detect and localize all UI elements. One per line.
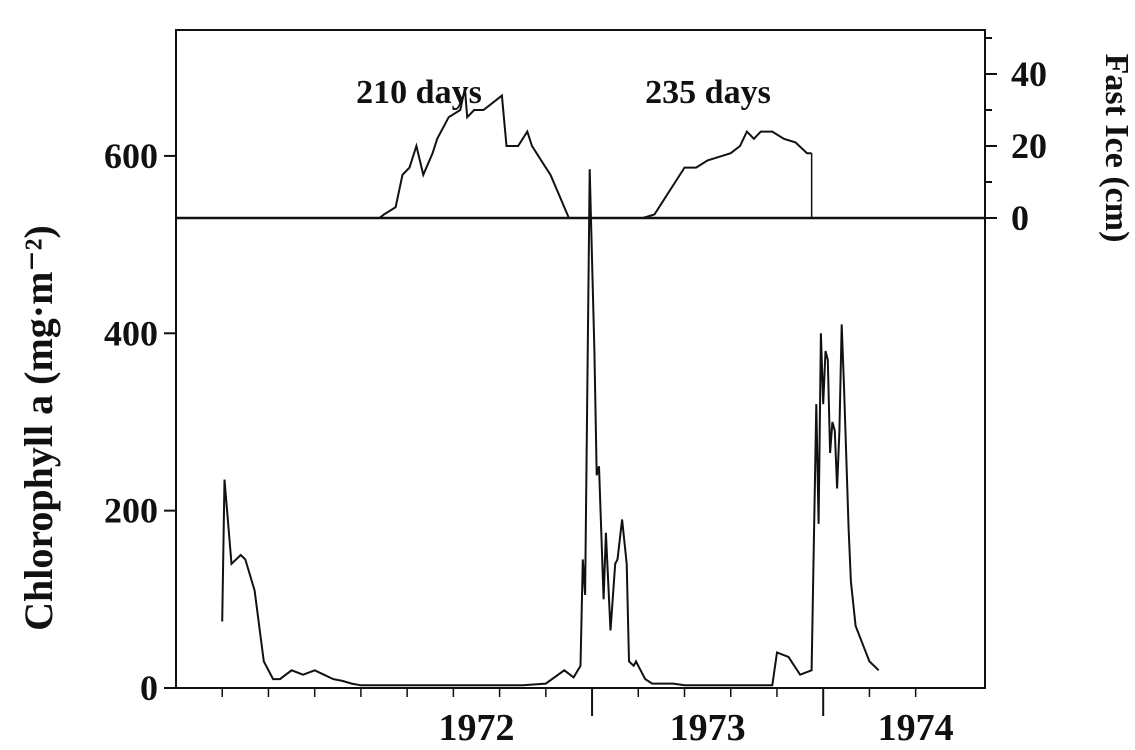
- chlorophyll-line: [221, 169, 880, 687]
- y-tick-label-right: 20: [1011, 126, 1047, 166]
- x-tick-label: 1974: [878, 707, 954, 749]
- y-tick-label-right: 0: [1011, 198, 1029, 238]
- ice-duration-label: 235 days: [645, 74, 771, 111]
- plot-frame: [175, 29, 986, 689]
- y-tick-label-left: 600: [104, 136, 158, 176]
- x-tick-label: 1972: [438, 707, 514, 749]
- data-lines: [221, 88, 880, 687]
- y-tick-label-right: 40: [1011, 54, 1047, 94]
- axis-ticks: [164, 37, 997, 716]
- fast-ice-line: [642, 129, 812, 219]
- ice-duration-label: 210 days: [356, 74, 482, 111]
- y-tick-label-left: 400: [104, 313, 158, 353]
- left-y-axis-title: Chlorophyll a (mg·m⁻²): [16, 225, 61, 631]
- x-tick-label: 1973: [670, 707, 746, 749]
- y-tick-label-left: 0: [140, 668, 158, 708]
- fast-ice-line: [360, 88, 597, 219]
- y-tick-label-left: 200: [104, 491, 158, 531]
- tick-labels: 0 200 400 600 0 20 40 1972 1973 1974: [104, 54, 1047, 749]
- right-y-axis-title: Fast Ice (cm): [1098, 54, 1135, 243]
